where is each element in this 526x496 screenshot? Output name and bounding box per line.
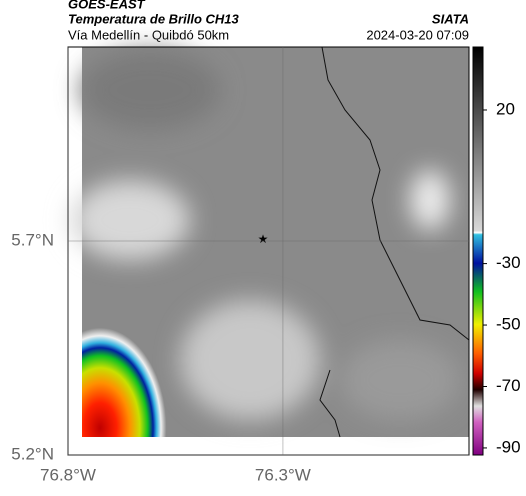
convective-cloud — [82, 255, 203, 437]
texture — [70, 50, 460, 420]
colorbar-label: -90 — [496, 437, 521, 456]
imagery: ★ — [70, 46, 470, 438]
border — [319, 46, 470, 438]
colorbar-label: -30 — [496, 253, 521, 272]
colorbar-label: 20 — [496, 99, 515, 118]
star-marker: ★ — [258, 232, 269, 246]
colorbar — [472, 46, 484, 456]
lon-label: 76.8°W — [40, 465, 96, 484]
lat-label: 5.7°N — [11, 230, 54, 249]
datetime: 2024-03-20 07:09 — [366, 27, 469, 42]
subtitle: Vía Medellín - Quibdó 50km — [68, 27, 229, 42]
product: GOES-EAST — [68, 0, 146, 11]
lon-label: 76.3°W — [255, 465, 311, 484]
frame — [67, 46, 470, 456]
source: SIATA — [432, 11, 469, 26]
colorbar-label: -50 — [496, 315, 521, 334]
lat-label: 5.2°N — [11, 444, 54, 463]
colorbar-label: -70 — [496, 376, 521, 395]
axes: 76.8°W 76.3°W 5.2°N 5.7°N 20 -30 -50 -70 -90 — [11, 47, 521, 484]
title: Temperatura de Brillo CH13 — [68, 11, 240, 26]
